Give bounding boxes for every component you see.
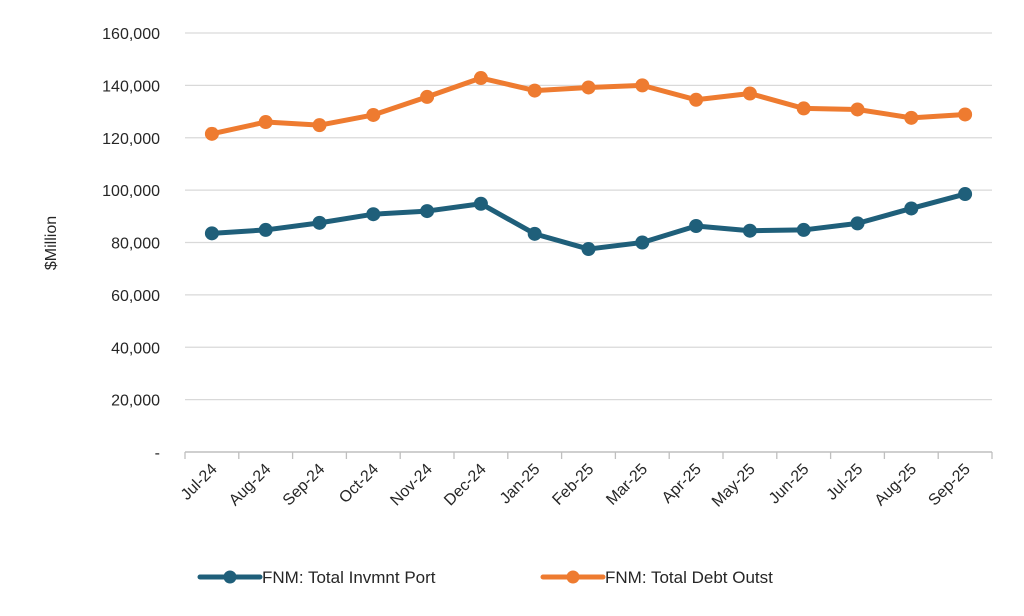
x-tick-label: Jul-25 bbox=[823, 461, 866, 504]
x-tick-label: Dec-24 bbox=[441, 461, 490, 510]
x-tick-label: Feb-25 bbox=[549, 461, 597, 509]
data-point bbox=[958, 187, 973, 202]
y-tick-label: 160,000 bbox=[102, 26, 160, 43]
data-point bbox=[366, 107, 381, 122]
data-point bbox=[204, 226, 219, 241]
y-axis-title: $Million bbox=[43, 216, 60, 270]
data-point bbox=[473, 71, 488, 86]
data-point bbox=[689, 92, 704, 107]
x-tick-label: Aug-25 bbox=[872, 461, 921, 510]
data-point bbox=[635, 235, 650, 250]
data-point bbox=[850, 102, 865, 117]
data-point bbox=[689, 219, 704, 234]
series-group bbox=[204, 71, 973, 141]
legend-label: FNM: Total Debt Outst bbox=[605, 568, 773, 587]
data-point bbox=[473, 196, 488, 211]
y-tick-label: 140,000 bbox=[102, 78, 160, 95]
data-point bbox=[527, 83, 542, 98]
data-point bbox=[581, 80, 596, 95]
data-point bbox=[366, 207, 381, 222]
legend-item: FNM: Total Debt Outst bbox=[540, 568, 773, 587]
data-point bbox=[420, 204, 435, 219]
x-tick-label: Jul-24 bbox=[178, 461, 221, 504]
data-point bbox=[742, 223, 757, 238]
series bbox=[204, 71, 973, 257]
x-tick-label: Oct-24 bbox=[336, 461, 382, 507]
gridlines bbox=[185, 32, 992, 401]
y-tick-label: 100,000 bbox=[102, 183, 160, 200]
data-point bbox=[581, 242, 596, 257]
data-point bbox=[204, 126, 219, 141]
data-point bbox=[796, 101, 811, 116]
x-tick-label: Sep-25 bbox=[925, 461, 974, 510]
x-tick-label: Mar-25 bbox=[603, 461, 651, 509]
data-point bbox=[796, 222, 811, 237]
y-tick-label: 40,000 bbox=[111, 340, 160, 357]
data-point bbox=[312, 118, 327, 133]
data-point bbox=[958, 107, 973, 122]
y-tick-label: 20,000 bbox=[111, 393, 160, 410]
y-tick-label: 80,000 bbox=[111, 236, 160, 253]
data-point bbox=[258, 222, 273, 237]
legend-swatch-marker bbox=[223, 570, 237, 584]
data-point bbox=[904, 110, 919, 125]
data-point bbox=[904, 201, 919, 216]
x-tick-label: Nov-24 bbox=[387, 461, 436, 510]
data-point bbox=[258, 115, 273, 130]
x-tick-labels: Jul-24 Aug-24 Sep-24 Oct-24 Nov-24 Dec-24 Jan-… bbox=[178, 461, 974, 511]
legend-label: FNM: Total Invmnt Port bbox=[262, 568, 436, 587]
y-tick-labels: - 20,000 40,000 60,000 80,000 100,000 120,000 1… bbox=[102, 26, 160, 462]
legend: FNM: Total Invmnt Port FNM: Total Debt Ou… bbox=[197, 568, 773, 587]
data-point bbox=[527, 226, 542, 241]
x-tick-label: Aug-24 bbox=[226, 461, 275, 510]
legend-swatch-marker bbox=[566, 570, 580, 584]
legend-item: FNM: Total Invmnt Port bbox=[197, 568, 436, 587]
data-point bbox=[635, 78, 650, 93]
data-point bbox=[312, 215, 327, 230]
data-point bbox=[850, 216, 865, 231]
x-tick-label: May-25 bbox=[709, 461, 759, 511]
x-tick-label: Jun-25 bbox=[766, 461, 813, 508]
data-point bbox=[742, 86, 757, 101]
y-tick-label: 120,000 bbox=[102, 131, 160, 148]
y-tick-label: 60,000 bbox=[111, 288, 160, 305]
data-point bbox=[420, 89, 435, 104]
x-tick-label: Sep-24 bbox=[280, 461, 329, 510]
axes bbox=[184, 451, 993, 459]
series-group bbox=[204, 187, 973, 257]
y-tick-label: - bbox=[155, 445, 160, 462]
x-tick-label: Apr-25 bbox=[659, 461, 705, 507]
x-tick-label: Jan-25 bbox=[497, 461, 544, 508]
